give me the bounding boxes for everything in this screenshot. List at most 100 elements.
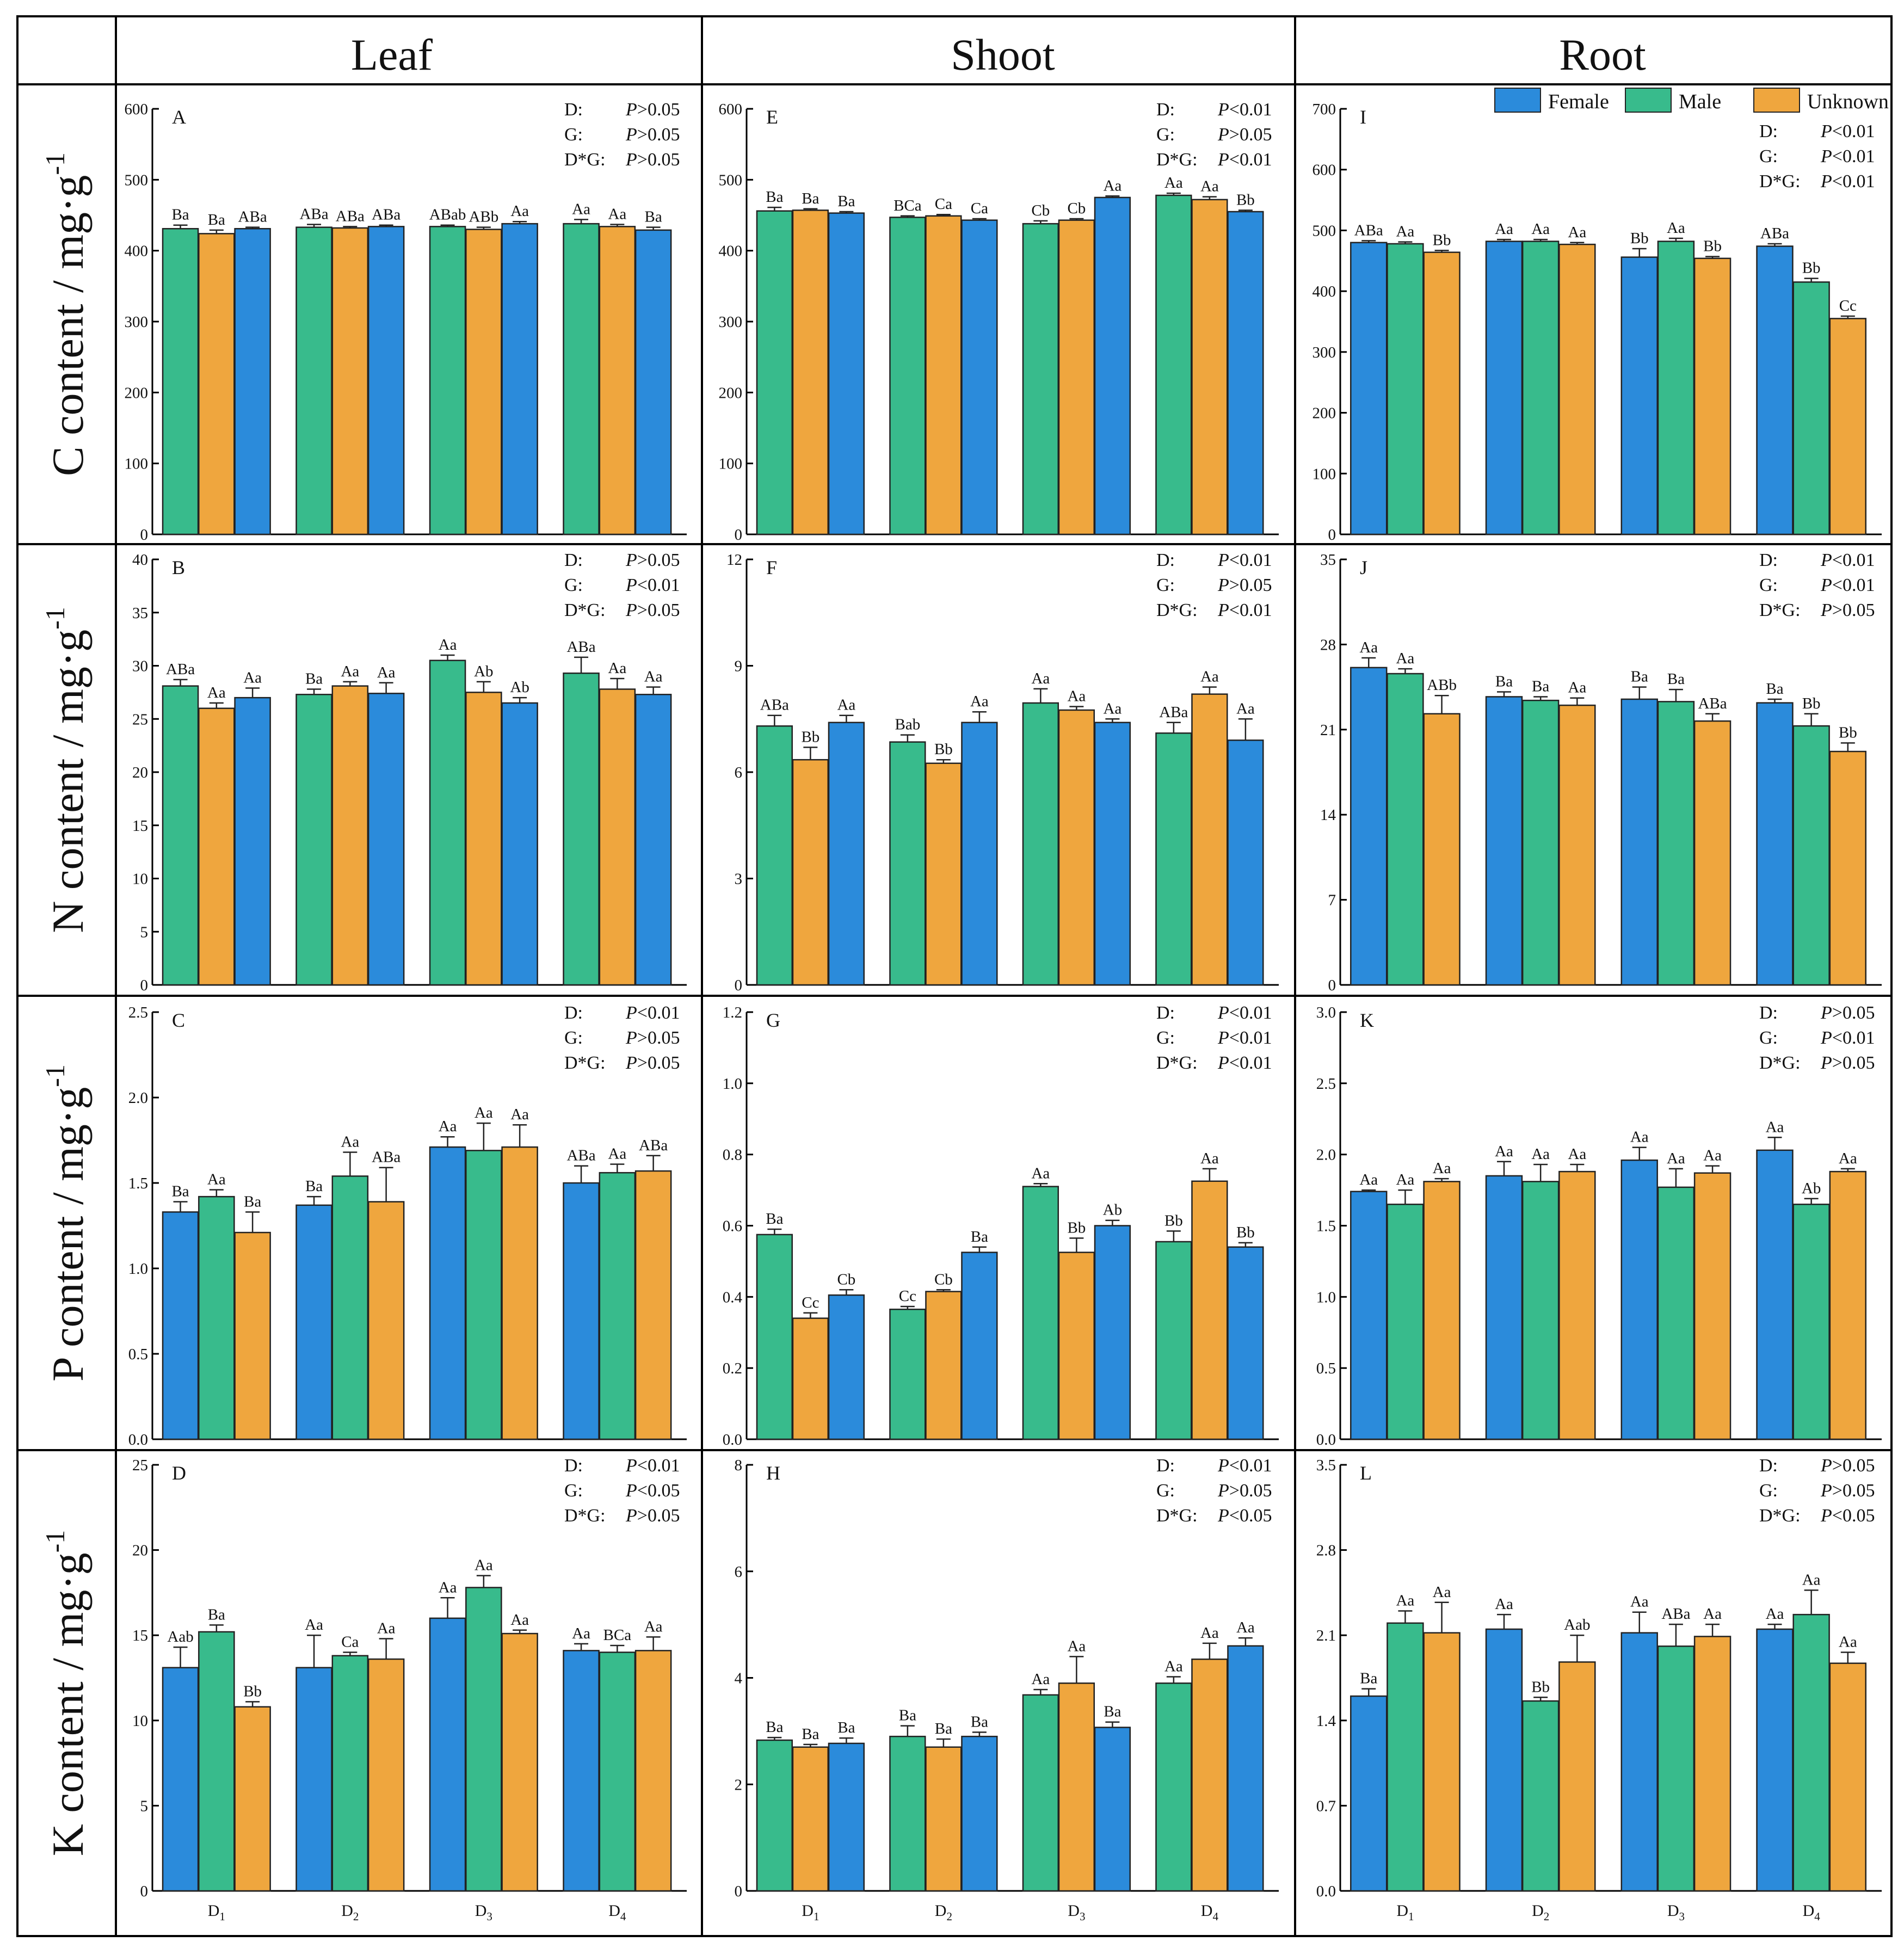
stat-label: G: [1156, 1481, 1175, 1501]
y-tick-label: 0.0 [723, 1431, 742, 1449]
bar [1756, 245, 1794, 535]
data-label: Aa [1568, 224, 1586, 241]
stat-label: D: [1156, 550, 1175, 570]
bar [599, 688, 636, 986]
y-tick-label: 200 [125, 384, 149, 402]
stat-p: P [1217, 550, 1229, 570]
bar [634, 229, 672, 535]
data-label: Ba [837, 1719, 855, 1736]
bar [1521, 241, 1560, 535]
y-tick-label: 9 [735, 658, 743, 675]
y-tick-label: 2.5 [1316, 1075, 1336, 1093]
y-tick-label: 25 [132, 1457, 148, 1474]
data-label: Aa [1103, 700, 1122, 717]
data-label: Ab [474, 663, 493, 680]
data-label: Cc [899, 1287, 916, 1305]
y-tick-label: 200 [719, 384, 743, 402]
bar [1423, 251, 1461, 535]
row-label: K content / mg·g-1 [40, 1530, 93, 1857]
stat-value: P>0.05 [625, 150, 680, 170]
stat-threshold: <0.01 [1229, 1053, 1272, 1073]
data-label: ABa [1661, 1605, 1690, 1623]
stat-value: P<0.01 [625, 575, 680, 595]
bar [331, 1655, 369, 1892]
stat-label: D: [1156, 1456, 1175, 1476]
stat-value: P<0.01 [1820, 575, 1875, 595]
stat-threshold: <0.01 [1832, 146, 1875, 167]
stat-value: P>0.05 [1820, 600, 1875, 620]
data-label: Ba [766, 188, 783, 206]
data-label: Aa [439, 1118, 457, 1135]
data-label: Aa [1839, 1634, 1857, 1651]
data-label: ABa [1698, 695, 1727, 712]
bar [1657, 1645, 1695, 1892]
stat-p: P [1820, 1506, 1832, 1526]
data-label: Ca [971, 200, 988, 217]
stat-p: P [1820, 550, 1832, 570]
bar [1423, 1632, 1461, 1892]
panel-letter: B [172, 557, 185, 578]
data-label: Ab [510, 679, 529, 696]
stat-p: P [625, 1456, 637, 1476]
y-tick-label: 700 [1313, 101, 1336, 118]
stat-value: P>0.05 [625, 600, 680, 620]
stat-label: G: [1759, 1481, 1778, 1501]
bar [828, 1294, 865, 1440]
data-label: ABa [639, 1137, 668, 1154]
data-label: Aa [1396, 1171, 1414, 1188]
row-label: N content / mg·g-1 [40, 607, 93, 933]
stat-threshold: <0.05 [1832, 1506, 1875, 1526]
bar [331, 685, 369, 986]
bar [889, 1735, 926, 1892]
bar [501, 702, 538, 986]
data-label: Aa [1531, 220, 1550, 238]
data-label: Aa [1568, 679, 1586, 697]
stat-value: P<0.01 [1217, 600, 1272, 620]
bar [1094, 1727, 1131, 1892]
data-label: Aa [341, 1133, 359, 1150]
bar [295, 1204, 332, 1440]
data-label: Aab [1564, 1616, 1590, 1634]
y-tick-label: 0 [140, 977, 149, 994]
stat-value: P<0.01 [1217, 1028, 1272, 1048]
data-label: Aa [608, 205, 626, 223]
data-label: Bb [1236, 1224, 1255, 1241]
stat-threshold: <0.01 [637, 1456, 680, 1476]
y-tick-label: 0 [140, 1883, 149, 1900]
stat-p: P [1217, 1481, 1229, 1501]
stat-label: D*G: [564, 1053, 606, 1073]
y-tick-label: 0.4 [723, 1289, 743, 1306]
stat-p: P [1820, 1003, 1832, 1023]
stat-p: P [1820, 146, 1832, 167]
bar [1792, 725, 1830, 986]
data-label: Aab [167, 1628, 193, 1645]
data-label: Ca [935, 195, 952, 213]
y-tick-label: 15 [132, 817, 148, 835]
data-label: Aa [1236, 700, 1255, 717]
stat-value: P<0.01 [1820, 146, 1875, 167]
x-tick-subscript: 1 [814, 1910, 819, 1923]
bar [925, 215, 962, 535]
bar [961, 219, 998, 535]
bar [234, 1706, 271, 1892]
data-label: Aa [1200, 1624, 1219, 1642]
data-label: Bb [1802, 260, 1821, 277]
bar [1350, 1191, 1388, 1440]
bar [1058, 1682, 1095, 1892]
stat-value: P>0.05 [1217, 575, 1272, 595]
y-tick-label: 5 [140, 1797, 149, 1815]
data-label: Bb [934, 741, 953, 758]
data-label: Aa [1433, 1583, 1451, 1601]
data-label: Aa [510, 1106, 529, 1123]
data-label: Aa [439, 1579, 457, 1596]
stat-threshold: >0.05 [1832, 1003, 1875, 1023]
bar [756, 210, 793, 535]
data-label: Cb [1031, 202, 1050, 219]
bar [367, 693, 405, 986]
stat-threshold: <0.05 [1229, 1506, 1272, 1526]
stat-threshold: <0.01 [637, 575, 680, 595]
stat-threshold: >0.05 [637, 100, 680, 120]
data-label: ABa [566, 1147, 595, 1164]
